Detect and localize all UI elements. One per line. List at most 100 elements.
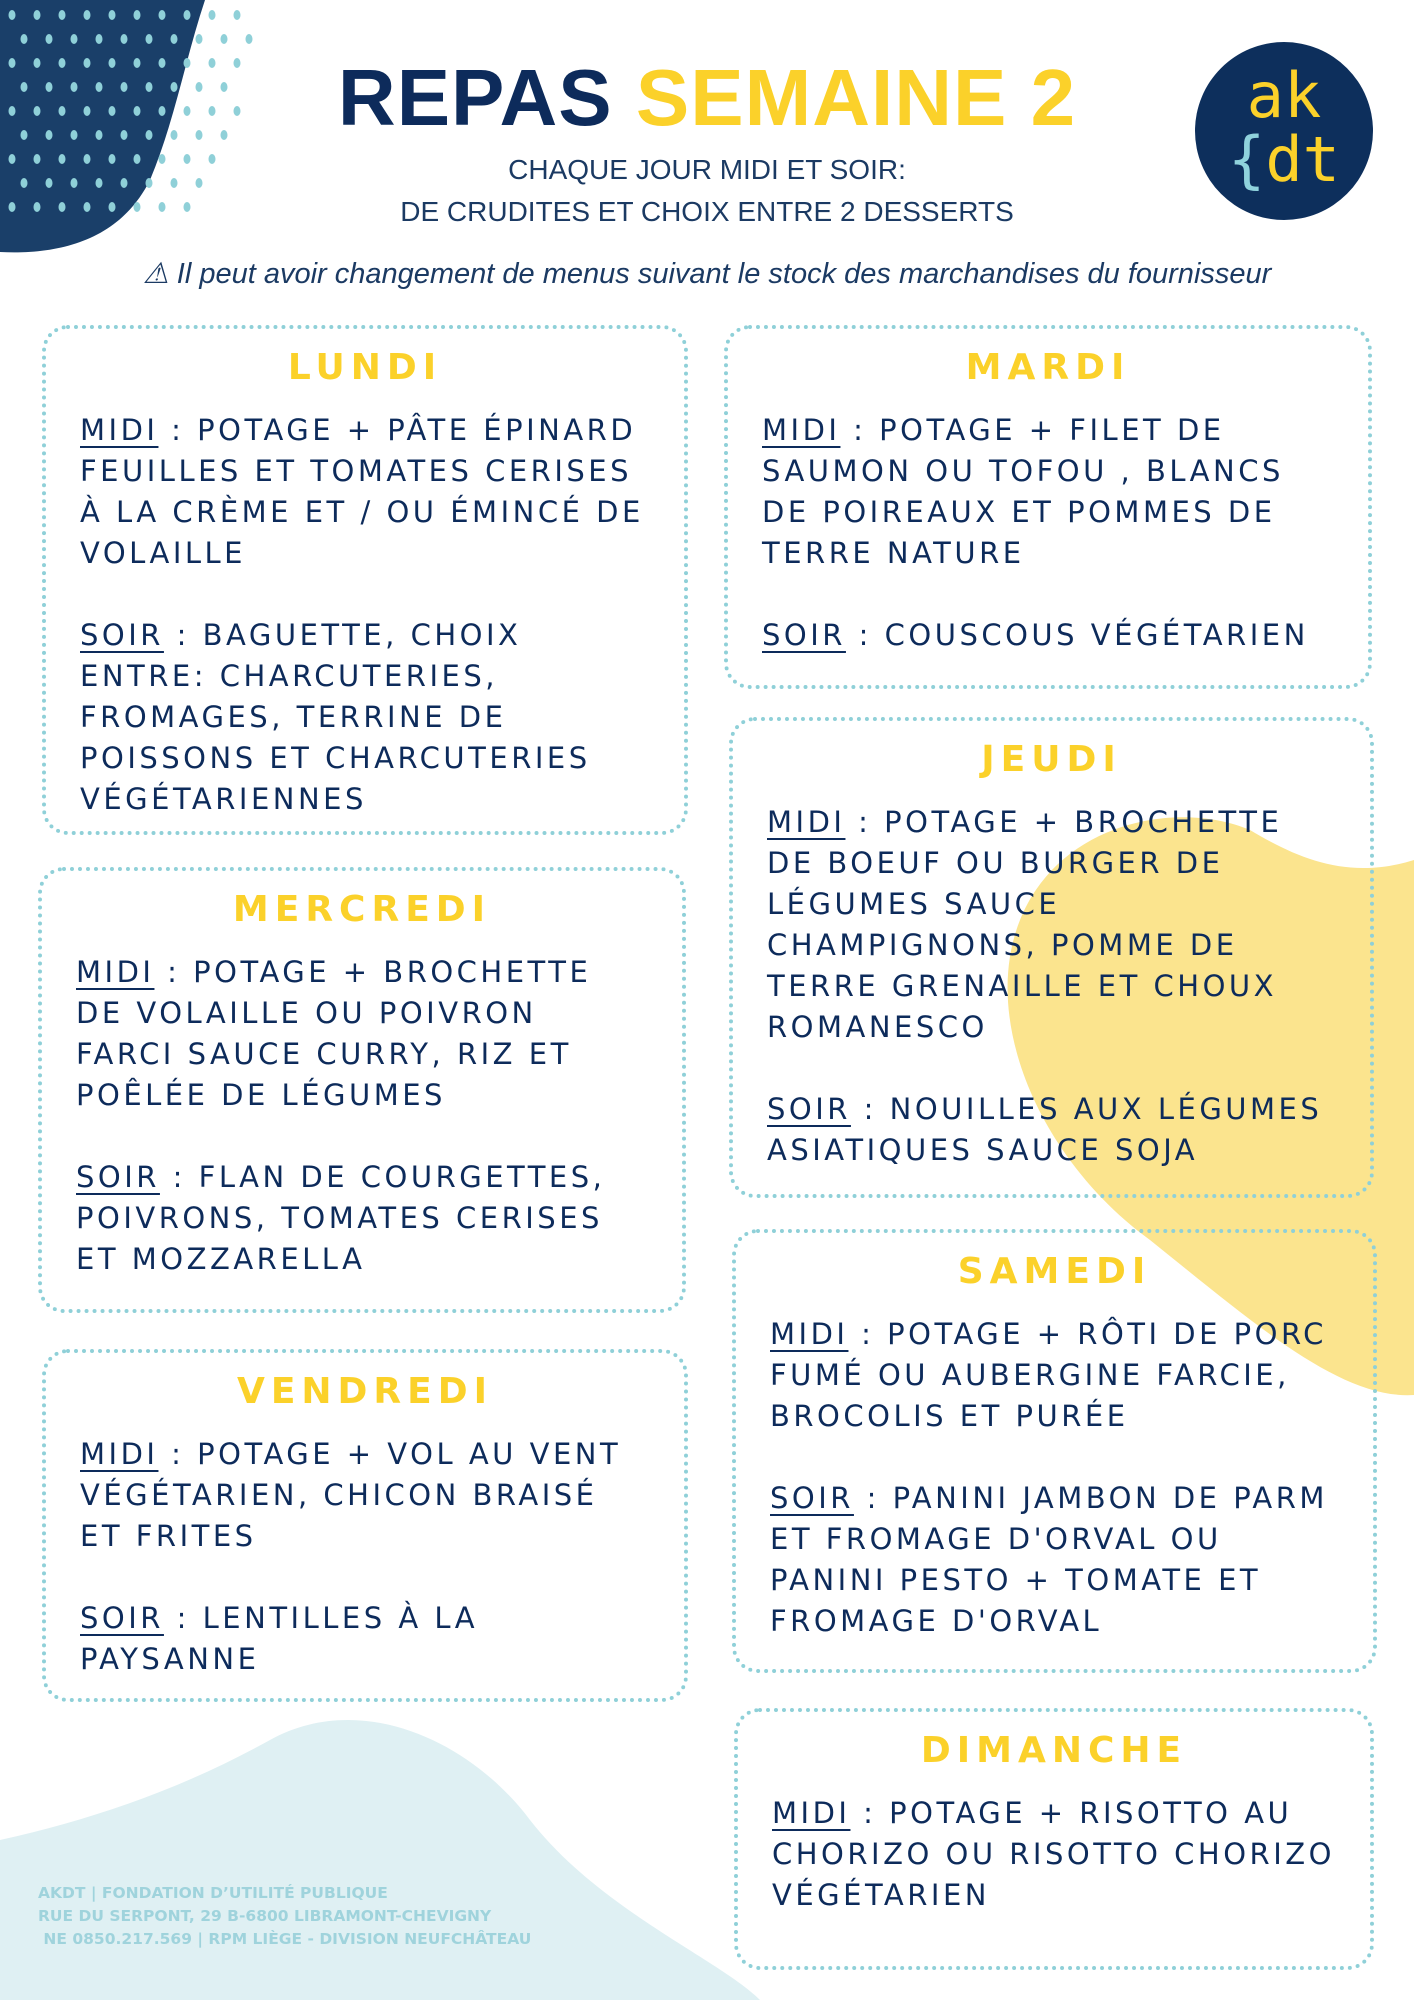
- dot: [70, 178, 78, 188]
- soir-label: SOIR: [770, 1481, 854, 1515]
- dot: [220, 34, 228, 44]
- page-title: REPAS SEMAINE 2: [0, 52, 1414, 144]
- dot: [45, 82, 53, 92]
- dot: [145, 178, 153, 188]
- dot: [58, 106, 66, 116]
- dot: [120, 82, 128, 92]
- midi-menu: MIDI : Potage + rôti de porc fumé ou aub…: [770, 1314, 1339, 1437]
- dot: [83, 154, 91, 164]
- soir-text: : Baguette, choix entre: charcuteries, f…: [80, 618, 591, 816]
- dot: [83, 106, 91, 116]
- dot: [158, 202, 166, 212]
- akdt-logo: ak {dt: [1195, 42, 1373, 220]
- soir-menu: SOIR : Flan de courgettes, poivrons, tom…: [76, 1157, 648, 1280]
- subtitle-line2: DE CRUDITES ET CHOIX ENTRE 2 DESSERTS: [400, 196, 1014, 227]
- dot: [8, 10, 16, 20]
- dot: [33, 58, 41, 68]
- dots-pattern: [8, 10, 253, 212]
- dot: [183, 10, 191, 20]
- soir-text: : Nouilles aux légumes asiatiques sauce …: [767, 1092, 1323, 1167]
- day-title: JEUDI: [981, 739, 1122, 780]
- soir-text: : Panini jambon de parm et fromage d'Orv…: [770, 1481, 1328, 1638]
- soir-menu: SOIR : Baguette, choix entre: charcuteri…: [80, 615, 650, 820]
- dot: [170, 82, 178, 92]
- midi-label: MIDI: [80, 413, 159, 447]
- dot: [195, 130, 203, 140]
- day-title: VENDREDI: [236, 1371, 494, 1412]
- dot: [158, 106, 166, 116]
- day-card-samedi: SAMEDI MIDI : Potage + rôti de porc fumé …: [732, 1229, 1377, 1673]
- midi-label: MIDI: [767, 805, 846, 839]
- footer: AKDT | FONDATION D’UTILITÉ PUBLIQUE RUE …: [38, 1882, 531, 1951]
- logo-line2: dt: [1265, 123, 1340, 196]
- day-title: MERCREDI: [232, 889, 492, 930]
- day-title: LUNDI: [287, 347, 443, 388]
- logo-line1: ak: [1246, 59, 1322, 132]
- dot: [133, 58, 141, 68]
- midi-label: MIDI: [762, 413, 841, 447]
- soir-label: SOIR: [80, 1601, 164, 1635]
- soir-menu: SOIR : Lentilles à la paysanne: [80, 1598, 650, 1680]
- dot: [95, 34, 103, 44]
- midi-text: : Potage + rôti de porc fumé ou aubergin…: [770, 1317, 1327, 1433]
- yellow-blob: [1007, 817, 1414, 1396]
- dot: [195, 178, 203, 188]
- dot: [145, 130, 153, 140]
- dot: [20, 82, 28, 92]
- dot: [33, 106, 41, 116]
- midi-text: : Potage + vol au vent végétarien, chico…: [80, 1437, 622, 1553]
- dot: [108, 202, 116, 212]
- dot: [8, 58, 16, 68]
- dot: [233, 106, 241, 116]
- midi-menu: MIDI : Potage + filet de saumon ou tofou…: [762, 410, 1334, 574]
- dot: [8, 154, 16, 164]
- dot: [158, 154, 166, 164]
- soir-label: SOIR: [762, 618, 846, 652]
- warning-note: ⚠ Il peut avoir changement de menus suiv…: [142, 258, 1272, 290]
- dot: [158, 10, 166, 20]
- logo-brace: {: [1228, 123, 1266, 196]
- midi-menu: MIDI : Potage + pâte épinard feuilles et…: [80, 410, 650, 574]
- dot: [208, 154, 216, 164]
- title-part2: SEMAINE 2: [635, 53, 1077, 142]
- dot: [83, 58, 91, 68]
- dot: [120, 34, 128, 44]
- soir-text: : Couscous végétarien: [845, 618, 1309, 652]
- dot: [108, 106, 116, 116]
- dot: [208, 58, 216, 68]
- midi-label: MIDI: [76, 955, 155, 989]
- day-card-jeudi: JEUDI MIDI : Potage + brochette de boeuf …: [729, 717, 1374, 1198]
- soir-label: SOIR: [767, 1092, 851, 1126]
- dot: [45, 34, 53, 44]
- dot: [133, 10, 141, 20]
- midi-menu: MIDI : Potage + risotto au chorizo ou ri…: [772, 1793, 1336, 1916]
- dot: [170, 178, 178, 188]
- day-card-dimanche: DIMANCHE MIDI : Potage + risotto au chori…: [734, 1708, 1374, 1970]
- dot: [170, 130, 178, 140]
- dot: [58, 154, 66, 164]
- dot: [133, 202, 141, 212]
- dot: [20, 34, 28, 44]
- soir-text: : Flan de courgettes, poivrons, tomates …: [76, 1160, 606, 1276]
- dot: [195, 34, 203, 44]
- title-part1: REPAS: [337, 53, 613, 142]
- dot: [108, 154, 116, 164]
- midi-menu: MIDI : Potage + vol au vent végétarien, …: [80, 1434, 650, 1557]
- dot: [33, 154, 41, 164]
- midi-label: MIDI: [772, 1796, 851, 1830]
- midi-label: MIDI: [770, 1317, 849, 1351]
- dot: [83, 10, 91, 20]
- dot: [95, 82, 103, 92]
- dot: [70, 34, 78, 44]
- day-title: DIMANCHE: [920, 1730, 1188, 1771]
- dot: [70, 82, 78, 92]
- day-title: MARDI: [965, 347, 1131, 388]
- dot: [120, 178, 128, 188]
- dot: [170, 34, 178, 44]
- day-card-lundi: LUNDI MIDI : Potage + pâte épinard feuill…: [42, 325, 688, 835]
- dot: [108, 10, 116, 20]
- dot: [245, 34, 253, 44]
- dot: [83, 202, 91, 212]
- dot: [8, 202, 16, 212]
